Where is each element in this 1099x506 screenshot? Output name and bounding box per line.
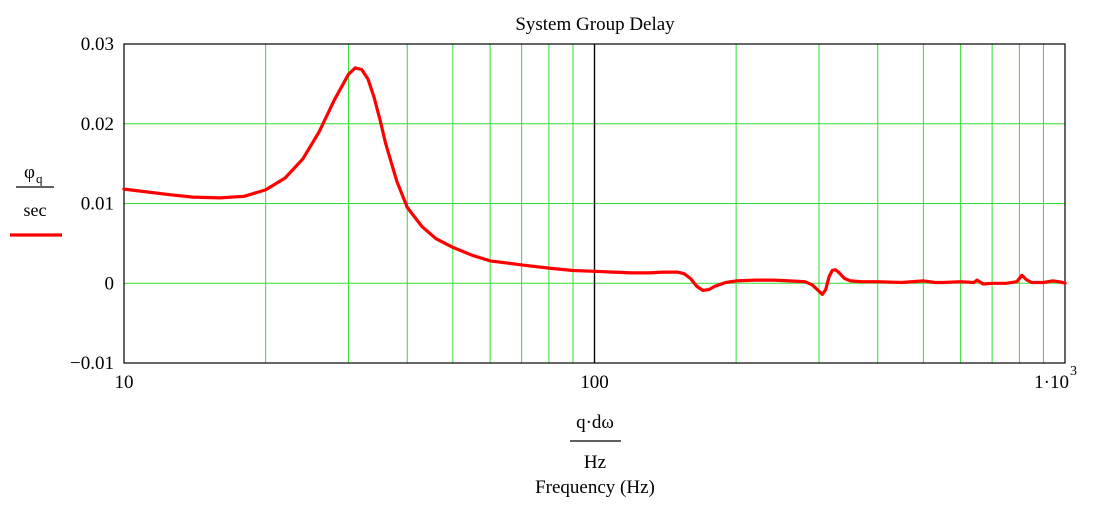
y-tick-labels: 0.03 0.02 0.01 0 −0.01: [70, 34, 114, 374]
x-label-denominator: Hz: [584, 452, 606, 473]
x-label-numerator: q·dω: [576, 412, 614, 433]
x-tick-label: 100: [580, 372, 609, 393]
x-tick-labels: 10 100 1·103: [115, 364, 1078, 393]
x-label-caption: Frequency (Hz): [535, 477, 655, 498]
x-axis-label: q·dω Hz Frequency (Hz): [535, 412, 655, 498]
x-tick-label-exponent: 3: [1070, 364, 1077, 379]
y-tick-label: −0.01: [70, 353, 114, 374]
chart-title: System Group Delay: [515, 14, 675, 35]
y-tick-label: 0.01: [81, 194, 114, 215]
y-tick-label: 0: [105, 273, 115, 294]
y-label-subscript: q: [36, 171, 43, 186]
y-axis-label: φ q sec: [10, 162, 62, 237]
x-tick-label: 10: [115, 372, 134, 393]
y-label-numerator: φ: [24, 162, 35, 183]
x-tick-label: 1·10: [1034, 372, 1069, 393]
y-tick-label: 0.02: [81, 114, 114, 135]
y-label-denominator: sec: [24, 200, 47, 220]
plot-frame: [123, 43, 1066, 364]
y-tick-label: 0.03: [81, 34, 114, 55]
group-delay-line: [122, 66, 1067, 296]
